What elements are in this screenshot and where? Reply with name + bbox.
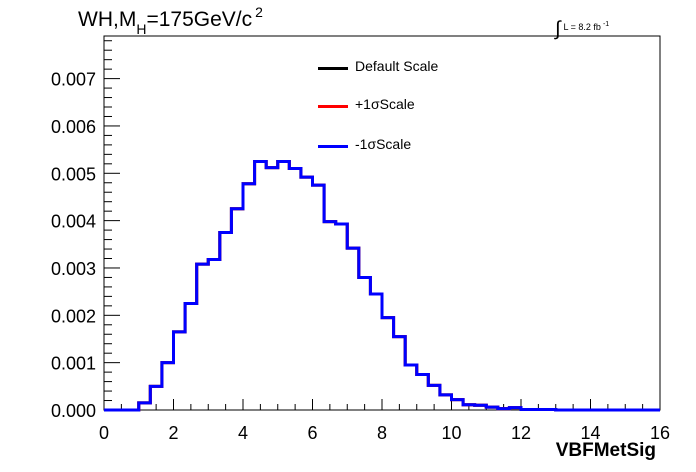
y-tick-label: 0.005 — [51, 164, 96, 184]
legend-label-plus1sigma: +1σScale — [355, 96, 415, 112]
x-tick-label: 10 — [441, 423, 461, 443]
legend-label-minus1sigma: -1σScale — [355, 136, 412, 152]
integral-symbol: ∫ — [555, 18, 561, 40]
y-tick-label: 0.007 — [51, 70, 96, 90]
y-tick-label: 0.001 — [51, 354, 96, 374]
x-tick-label: 2 — [168, 423, 178, 443]
x-tick-label: 8 — [377, 423, 387, 443]
title-subscript: H — [136, 21, 147, 37]
y-tick-label: 0.004 — [51, 212, 96, 232]
lumi-superscript: -1 — [602, 21, 610, 28]
lumi-text: L = 8.2 fb — [563, 22, 601, 32]
series-line--1-scale — [104, 159, 660, 412]
x-axis-title: VBFMetSig — [555, 440, 656, 461]
x-tick-label: 16 — [650, 423, 670, 443]
axis-ticks: 0 2 4 6 8 10 12 14 16 0.000 0.001 0.002 0.003 0.004 0.… — [51, 40, 670, 443]
plot-title: WH,MH=175GeV/c 2 — [78, 4, 263, 37]
y-tick-label: 0.002 — [51, 306, 96, 326]
y-tick-label: 0.000 — [51, 401, 96, 421]
title-superscript: 2 — [255, 4, 263, 20]
legend-line-plus1sigma — [318, 105, 348, 108]
legend-line-minus1sigma — [318, 145, 348, 148]
title-prefix: WH,M — [78, 8, 137, 31]
x-tick-label: 0 — [99, 423, 109, 443]
x-tick-label: 14 — [580, 423, 600, 443]
y-tick-label: 0.003 — [51, 259, 96, 279]
x-tick-label: 4 — [238, 423, 248, 443]
series-line-default-scale — [104, 159, 660, 412]
x-tick-label: 12 — [511, 423, 531, 443]
histogram-series — [104, 159, 660, 412]
x-tick-label: 6 — [307, 423, 317, 443]
legend-line-default — [318, 67, 348, 70]
y-tick-label: 0.006 — [51, 117, 96, 137]
title-main: =175GeV/c — [146, 8, 253, 31]
plot-frame — [103, 35, 661, 411]
luminosity-label: ∫ L = 8.2 fb -1 — [555, 13, 610, 40]
series-line--1-scale — [104, 159, 660, 412]
legend-label-default: Default Scale — [355, 58, 439, 74]
